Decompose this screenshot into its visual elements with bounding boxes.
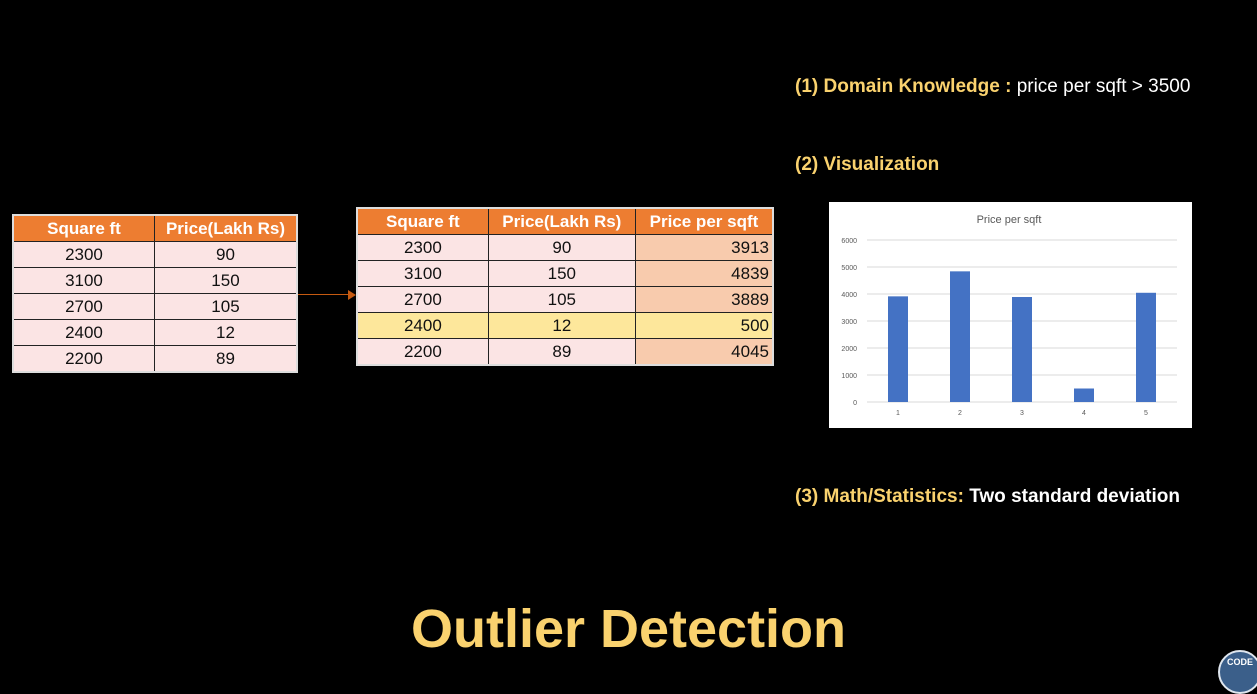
cell-price: 105: [153, 293, 298, 320]
cell-square-ft: 2200: [12, 345, 155, 373]
cell-price: 150: [487, 260, 636, 287]
header-square-ft: Square ft: [12, 214, 155, 242]
method3-label: (3) Math/Statistics:: [795, 486, 964, 507]
method-math-statistics: (3) Math/Statistics: Two standard deviat…: [795, 486, 1180, 508]
arrow-head-icon: [348, 290, 356, 300]
table-row: 2300 90 3913: [356, 234, 774, 261]
cell-price: 12: [153, 319, 298, 346]
page-title: Outlier Detection: [410, 599, 847, 659]
bar-4: [1074, 388, 1094, 402]
x-tick-label: 1: [896, 410, 900, 417]
cell-price-per-sqft: 3913: [634, 234, 774, 261]
outlier-row: 2400 12 500: [356, 312, 774, 339]
cell-square-ft: 2300: [356, 234, 489, 261]
x-tick-label: 2: [958, 410, 962, 417]
method3-text: Two standard deviation: [969, 486, 1180, 507]
cell-price: 90: [487, 234, 636, 261]
table-header-row: Square ft Price(Lakh Rs): [12, 214, 298, 242]
table-row: 2700 105 3889: [356, 286, 774, 313]
method-visualization: (2) Visualization: [795, 154, 939, 176]
cell-square-ft: 2400: [12, 319, 155, 346]
chart-svg: Price per sqft 0 1000 2000 3000 4000 5000 6000…: [841, 214, 1177, 417]
table-row: 3100 150: [12, 267, 298, 294]
x-tick-label: 3: [1020, 410, 1024, 417]
header-price: Price(Lakh Rs): [153, 214, 298, 242]
header-price: Price(Lakh Rs): [487, 207, 636, 235]
table-row: 2300 90: [12, 241, 298, 268]
table-row: 2200 89 4045: [356, 338, 774, 366]
method-domain-knowledge: (1) Domain Knowledge : price per sqft > …: [795, 76, 1190, 98]
bar-chart: Price per sqft 0 1000 2000 3000 4000 5000 6000…: [829, 202, 1192, 428]
method1-label: (1) Domain Knowledge :: [795, 76, 1012, 97]
y-tick-label: 3000: [841, 319, 857, 326]
cell-square-ft: 2400: [356, 312, 489, 339]
cell-square-ft: 3100: [12, 267, 155, 294]
cell-price-per-sqft: 4839: [634, 260, 774, 287]
table-row: 2200 89: [12, 345, 298, 373]
cell-square-ft: 3100: [356, 260, 489, 287]
cell-price: 89: [153, 345, 298, 373]
cell-price-per-sqft: 500: [634, 312, 774, 339]
y-tick-label: 6000: [841, 238, 857, 245]
channel-logo: CODE: [1218, 650, 1257, 694]
y-tick-label: 4000: [841, 292, 857, 299]
cell-price: 150: [153, 267, 298, 294]
cell-price-per-sqft: 4045: [634, 338, 774, 366]
bar-1: [888, 296, 908, 402]
bar-2: [950, 271, 970, 402]
bar-3: [1012, 296, 1032, 402]
method2-label: (2) Visualization: [795, 154, 940, 175]
table-header-row: Square ft Price(Lakh Rs) Price per sqft: [356, 207, 774, 235]
cell-price: 105: [487, 286, 636, 313]
table-row: 3100 150 4839: [356, 260, 774, 287]
y-tick-label: 1000: [841, 373, 857, 380]
y-tick-label: 2000: [841, 346, 857, 353]
bar-5: [1136, 292, 1156, 402]
computed-table: Square ft Price(Lakh Rs) Price per sqft …: [356, 207, 774, 366]
cell-price-per-sqft: 3889: [634, 286, 774, 313]
x-tick-label: 5: [1144, 410, 1148, 417]
x-tick-label: 4: [1082, 410, 1086, 417]
table-row: 2400 12: [12, 319, 298, 346]
y-tick-label: 0: [853, 400, 857, 407]
method1-text: price per sqft > 3500: [1016, 76, 1191, 97]
cell-square-ft: 2700: [12, 293, 155, 320]
header-square-ft: Square ft: [356, 207, 489, 235]
header-price-per-sqft: Price per sqft: [634, 207, 774, 235]
cell-price: 89: [487, 338, 636, 366]
table-row: 2700 105: [12, 293, 298, 320]
cell-price: 90: [153, 241, 298, 268]
cell-square-ft: 2300: [12, 241, 155, 268]
chart-title: Price per sqft: [977, 214, 1042, 226]
cell-square-ft: 2200: [356, 338, 489, 366]
arrow-line: [298, 294, 350, 295]
cell-price: 12: [487, 312, 636, 339]
y-tick-label: 5000: [841, 265, 857, 272]
cell-square-ft: 2700: [356, 286, 489, 313]
original-table: Square ft Price(Lakh Rs) 2300 90 3100 15…: [12, 214, 298, 373]
